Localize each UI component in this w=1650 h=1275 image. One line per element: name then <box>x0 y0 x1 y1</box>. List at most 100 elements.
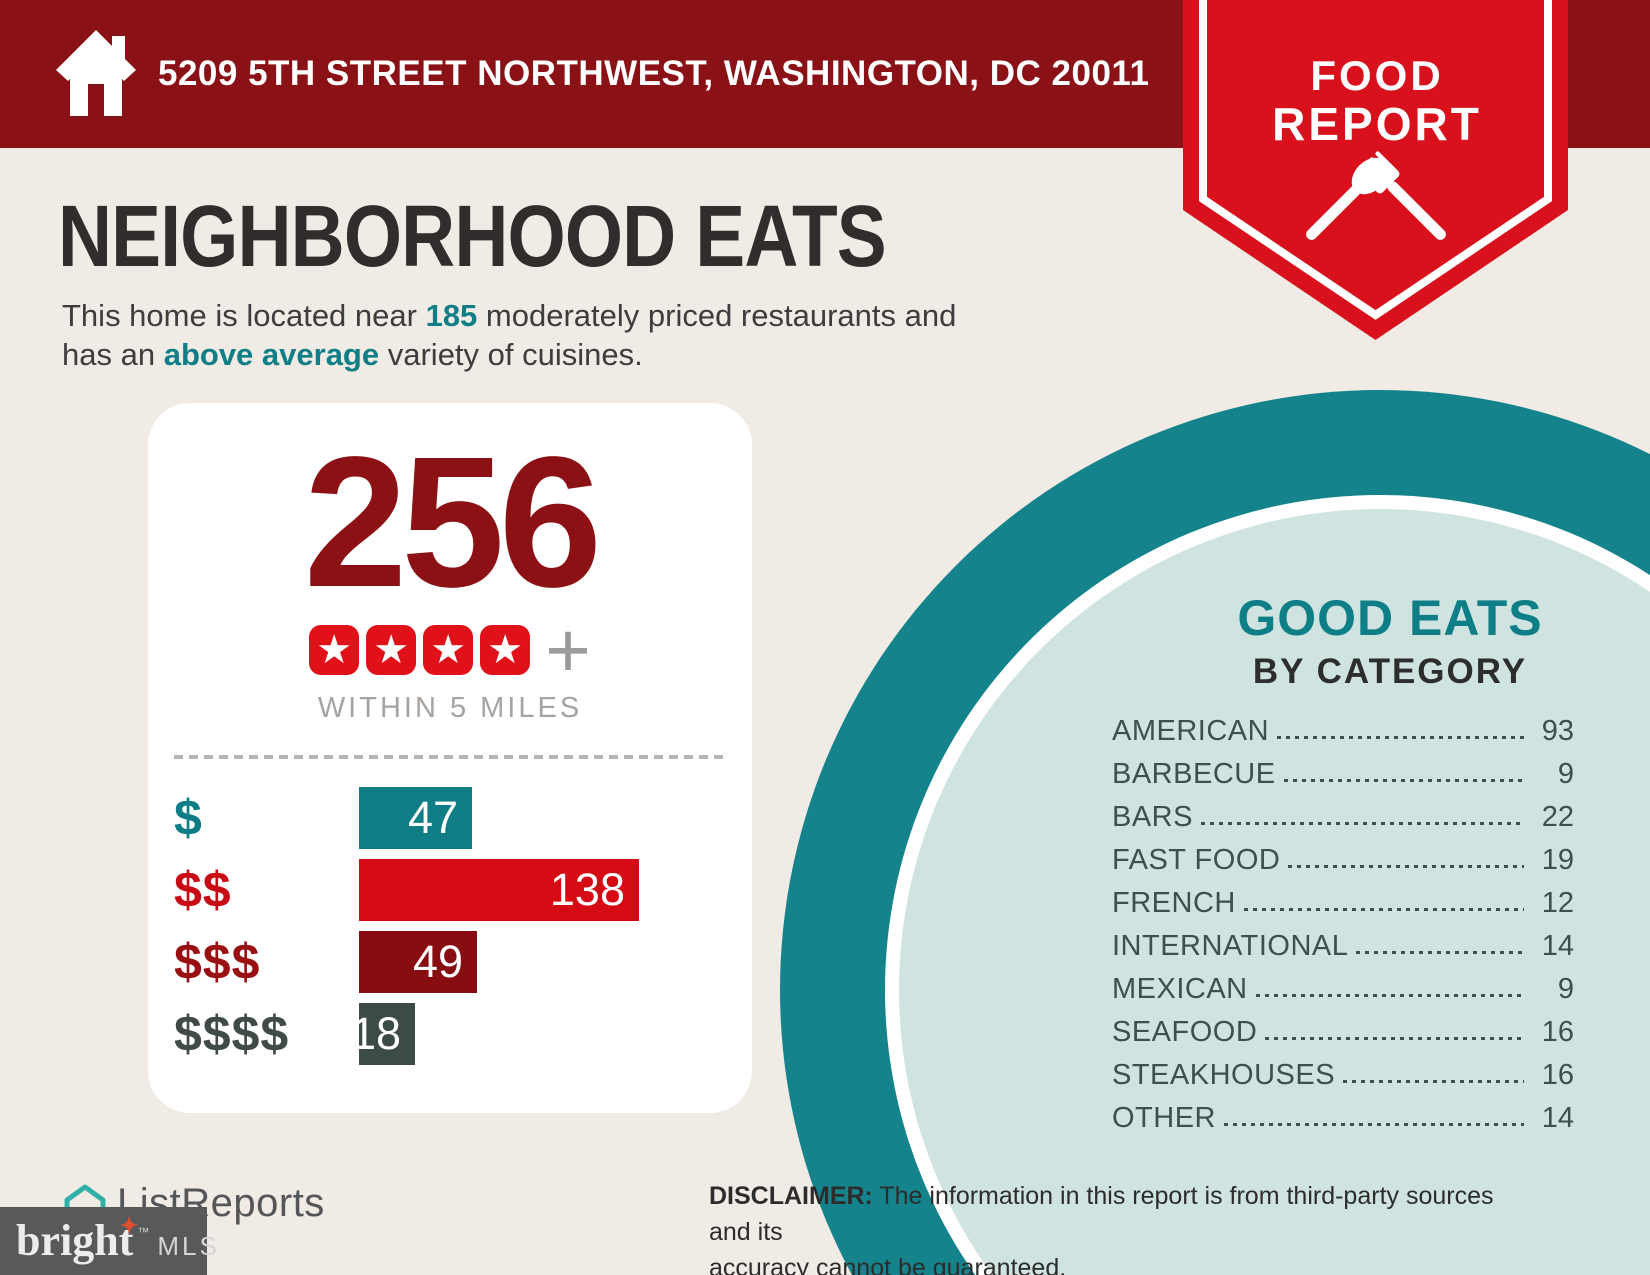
spoon-fork-icon <box>1306 151 1446 240</box>
price-tier-label: $$ <box>174 862 232 918</box>
dotted-leader <box>1356 951 1524 954</box>
category-count: 14 <box>1541 1102 1574 1134</box>
category-count: 19 <box>1541 844 1574 876</box>
bright-wordmark: bright ✦ <box>16 1213 139 1265</box>
category-name: SEAFOOD <box>1112 1016 1258 1048</box>
good-eats-title: GOOD EATS <box>1237 590 1543 646</box>
dotted-leader <box>1283 779 1524 782</box>
dotted-leader <box>1265 1037 1524 1040</box>
category-row: FAST FOOD 19 <box>1112 845 1574 875</box>
disclaimer-line1: The information in this report is from t… <box>709 1182 1494 1246</box>
page-title: NEIGHBORHOOD EATS <box>58 188 887 285</box>
food-report-ribbon: FOOD REPORT <box>1183 0 1568 340</box>
category-name: MEXICAN <box>1112 973 1248 1005</box>
radius-label: WITHIN 5 MILES <box>317 692 583 724</box>
category-name: BARS <box>1112 801 1193 833</box>
intro-seg1: This home is located near <box>62 298 426 333</box>
dotted-leader <box>1255 994 1524 997</box>
bar-value: 49 <box>412 936 463 987</box>
price-bar-row: $$$ 49 <box>174 931 726 993</box>
category-count: 22 <box>1541 801 1574 833</box>
category-list: AMERICAN 93 BARBECUE 9 BARS 22 FAST FOOD 19 FREN… <box>1112 716 1574 1146</box>
category-count: 16 <box>1541 1059 1574 1091</box>
bright-mls-logo: bright ✦ ™ MLS <box>0 1207 217 1275</box>
category-count: 9 <box>1557 758 1574 790</box>
trademark-symbol: ™ <box>137 1225 150 1239</box>
bar: 47 <box>359 787 472 849</box>
card-divider <box>174 755 726 759</box>
category-row: MEXICAN 9 <box>1112 974 1574 1004</box>
price-bar-chart: $47 $$ 138 $$$ 49 $$$$ 18 <box>174 787 726 1075</box>
price-bar-row: $47 <box>174 787 726 849</box>
category-name: FAST FOOD <box>1112 844 1281 876</box>
category-row: SEAFOOD 16 <box>1112 1017 1574 1047</box>
category-name: INTERNATIONAL <box>1112 930 1349 962</box>
bar: 138 <box>359 859 639 921</box>
category-name: OTHER <box>1112 1102 1216 1134</box>
price-tier-label: $ <box>174 790 203 846</box>
bar: 49 <box>359 931 477 993</box>
category-count: 16 <box>1541 1016 1574 1048</box>
good-eats-subtitle: BY CATEGORY <box>1252 652 1528 691</box>
price-bar-row: $$ 138 <box>174 859 726 921</box>
star-icon: ★ <box>309 625 360 675</box>
price-bar-row: $$$$ 18 <box>174 1003 726 1065</box>
star-icon: ★ <box>423 625 474 675</box>
bar-track: 138 <box>359 859 726 921</box>
category-name: AMERICAN <box>1112 715 1270 747</box>
category-count: 9 <box>1557 973 1574 1005</box>
rating-stars: ★ ★ ★ ★ <box>309 625 531 675</box>
bar-value: 138 <box>549 864 625 915</box>
category-count: 93 <box>1541 715 1574 747</box>
category-row: STEAKHOUSES 16 <box>1112 1060 1574 1090</box>
category-count: 12 <box>1541 887 1574 919</box>
dotted-leader <box>1277 736 1524 739</box>
category-count: 14 <box>1541 930 1574 962</box>
category-row: INTERNATIONAL 14 <box>1112 931 1574 961</box>
category-name: FRENCH <box>1112 887 1236 919</box>
disclaimer-label: DISCLAIMER: <box>709 1182 873 1210</box>
bar-track: 49 <box>359 931 726 993</box>
category-row: FRENCH 12 <box>1112 888 1574 918</box>
dotted-leader <box>1243 908 1524 911</box>
restaurant-count: 185 <box>425 298 478 333</box>
intro-seg3: has an <box>62 337 164 372</box>
price-tier-label: $$$$ <box>174 1006 290 1062</box>
good-eats-header: GOOD EATS BY CATEGORY <box>1100 593 1650 692</box>
summary-card: 256 ★ ★ ★ ★ + WITHIN 5 MILES $47 $$ 138 $$$ 49 $… <box>148 403 752 1113</box>
mls-wordmark: MLS <box>157 1230 220 1261</box>
dotted-leader <box>1224 1123 1524 1126</box>
house-icon <box>56 30 136 116</box>
dotted-leader <box>1288 865 1524 868</box>
category-row: OTHER 14 <box>1112 1103 1574 1133</box>
intro-seg4: variety of cuisines. <box>379 337 643 372</box>
category-row: BARBECUE 9 <box>1112 759 1574 789</box>
intro-seg2: moderately priced restaurants and <box>477 298 957 333</box>
property-address: 5209 5TH STREET NORTHWEST, WASHINGTON, D… <box>158 54 1150 93</box>
star-icon: ★ <box>366 625 417 675</box>
bright-star-icon: ✦ <box>119 1213 139 1238</box>
intro-text: This home is located near 185 moderately… <box>62 296 1162 374</box>
ribbon-line1: FOOD <box>1310 52 1443 99</box>
disclaimer-line2: accuracy cannot be guaranteed. <box>709 1254 1067 1275</box>
bar-track: 47 <box>359 787 726 849</box>
category-row: BARS 22 <box>1112 802 1574 832</box>
bar-track: 18 <box>351 1003 726 1065</box>
total-restaurant-count: 256 <box>303 419 602 626</box>
dotted-leader <box>1343 1080 1524 1083</box>
star-icon: ★ <box>480 625 531 675</box>
bar-value: 47 <box>407 792 458 843</box>
category-name: STEAKHOUSES <box>1112 1059 1336 1091</box>
price-tier-label: $$$ <box>174 934 261 990</box>
dotted-leader <box>1200 822 1524 825</box>
category-name: BARBECUE <box>1112 758 1276 790</box>
category-row: AMERICAN 93 <box>1112 716 1574 746</box>
bar-value: 18 <box>350 1008 401 1059</box>
ribbon-line2: REPORT <box>1272 98 1482 150</box>
bar: 18 <box>351 1003 415 1065</box>
rating-row: ★ ★ ★ ★ + <box>148 606 752 694</box>
listreports-house-icon <box>64 1184 106 1222</box>
rating-plus: + <box>545 606 591 694</box>
disclaimer: DISCLAIMER: The information in this repo… <box>709 1178 1509 1275</box>
